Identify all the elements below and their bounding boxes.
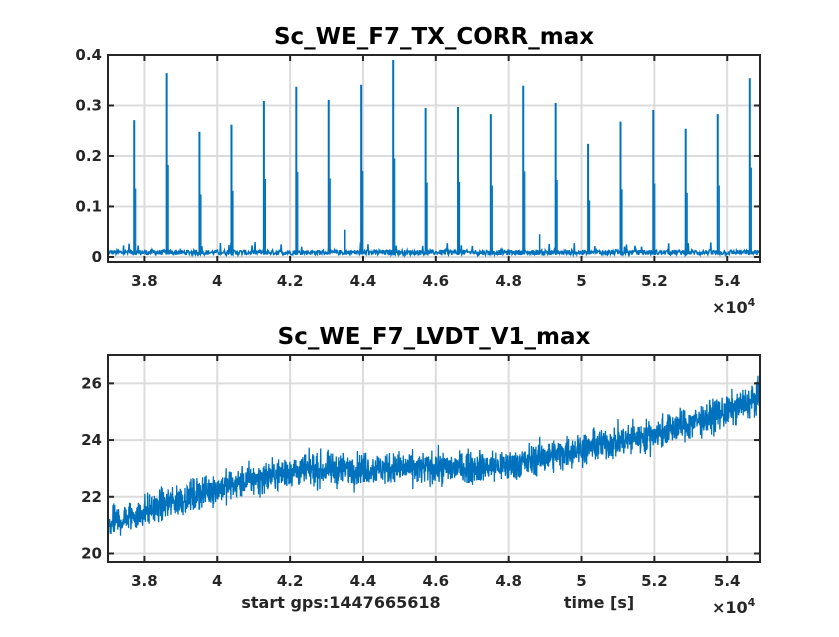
bottom-axes-box [107,354,761,563]
y-tick-label: 24 [81,431,102,449]
x-tick-label: 4 [212,272,222,290]
bottom-grid [108,355,760,562]
x-tick-label: 5 [576,572,586,590]
bottom-series [107,375,760,536]
top-chart-title: Sc_WE_F7_TX_CORR_max [274,24,594,50]
y-tick-label: 0.3 [75,96,102,114]
y-tick-label: 0.4 [75,46,102,64]
y-tick-label: 0 [92,248,102,266]
bottom-chart-title: Sc_WE_F7_LVDT_V1_max [278,324,591,350]
top-axes: Sc_WE_F7_TX_CORR_max 3.8 4 4.2 4.4 4.6 4.8 5 5.… [75,24,761,317]
bottom-ticks: 3.8 4 4.2 4.4 4.6 4.8 5 5.2 5.4 20 22 24 26 [81,355,760,590]
x-tick-label: 5.4 [714,572,741,590]
x-tick-label: 4.2 [277,572,304,590]
x-tick-label: 4.8 [495,572,522,590]
x-tick-label: 3.8 [131,572,158,590]
x-tick-label: 4.8 [495,272,522,290]
y-tick-label: 0.2 [75,147,102,165]
top-x-exponent: ×104 [712,296,756,317]
x-tick-label: 4.6 [423,572,450,590]
top-grid [108,54,760,262]
x-axis-label: time [s] [564,593,634,612]
x-tick-label: 3.8 [131,272,158,290]
x-tick-label: 4.4 [350,572,377,590]
y-tick-label: 22 [81,488,102,506]
y-tick-label: 0.1 [75,197,102,215]
x-tick-label: 4.6 [423,272,450,290]
bottom-axes: Sc_WE_F7_LVDT_V1_max 3.8 4 4.2 4.4 4.6 4.8 5 5.… [81,324,761,617]
baseline-noise-line [107,241,760,258]
x-tick-label: 4.4 [350,272,377,290]
x-tick-label: 4 [212,572,222,590]
y-tick-label: 20 [81,544,102,562]
x-tick-label: 5 [576,272,586,290]
lvdt-series-line [107,375,760,536]
top-axes-box [107,54,761,263]
top-series [107,60,760,258]
bottom-x-exponent: ×104 [712,596,756,617]
x-tick-label: 5.4 [714,272,741,290]
start-gps-annotation: start gps:1447665618 [241,593,440,612]
x-tick-label: 5.2 [641,272,668,290]
top-ticks: 3.8 4 4.2 4.4 4.6 4.8 5 5.2 5.4 0 0.1 0.2 0.3 0.4 [75,46,760,290]
x-tick-label: 5.2 [641,572,668,590]
y-tick-label: 26 [81,374,102,392]
x-tick-label: 4.2 [277,272,304,290]
